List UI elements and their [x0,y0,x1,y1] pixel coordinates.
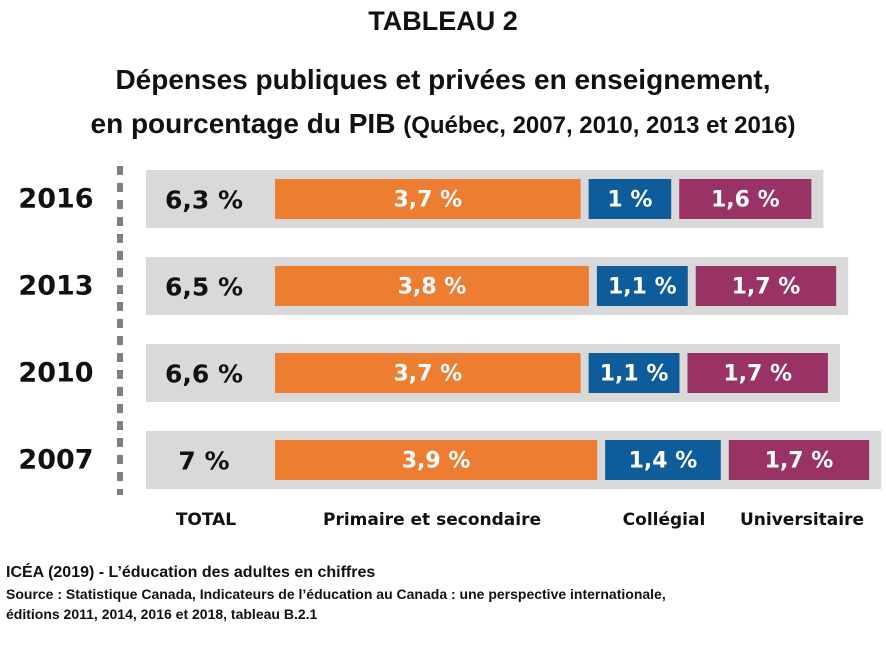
total-label-2013: 6,5 % [165,273,243,302]
bar-label-universitaire-2010: 1,7 % [723,362,792,387]
bar-label-collegial-2010: 1,1 % [600,362,669,387]
category-label-2010: 2010 [18,358,93,389]
footer-source: Source : Statistique Canada, Indicateurs… [6,586,666,602]
column-header-total: TOTAL [176,510,236,530]
title-line-1: Dépenses publiques et privées en enseign… [115,64,771,95]
column-header-primaire: Primaire et secondaire [323,510,541,530]
bar-collegial-2016 [588,179,672,219]
bar-collegial-2013 [596,266,688,306]
column-header-universitaire: Universitaire [740,510,864,530]
category-label-2007: 2007 [18,445,93,476]
title-line-2-main: en pourcentage du PIB [90,108,396,139]
bar-universitaire-2013 [695,266,837,306]
category-label-2013: 2013 [18,271,93,302]
total-label-2007: 7 % [178,447,229,476]
bar-label-universitaire-2007: 1,7 % [765,449,834,474]
title-line-2: en pourcentage du PIB (Québec, 2007, 201… [0,102,886,148]
chart-title: Dépenses publiques et privées en enseign… [0,58,886,148]
bar-label-universitaire-2016: 1,6 % [711,188,780,213]
bar-universitaire-2010 [687,353,828,393]
bar-collegial-2007 [605,440,721,480]
tableau-label: TABLEAU 2 [368,6,518,36]
bar-primaire-2016 [275,179,581,219]
bar-universitaire-2016 [679,179,812,219]
bar-universitaire-2007 [728,440,870,480]
category-label-2016: 2016 [18,184,93,215]
chart-subtitle: (Québec, 2007, 2010, 2013 et 2016) [403,112,796,139]
bar-label-primaire-2016: 3,7 % [393,188,462,213]
footer-source-editions: éditions 2011, 2014, 2016 et 2018, table… [6,606,318,622]
total-label-2010: 6,6 % [165,360,243,389]
bar-label-collegial-2007: 1,4 % [629,449,698,474]
footer-credit: ICÉA (2019) - L’éducation des adultes en… [6,564,376,581]
bar-primaire-2010 [275,353,581,393]
bar-collegial-2010 [588,353,680,393]
bar-primaire-2013 [275,266,589,306]
bar-label-primaire-2013: 3,8 % [398,275,467,300]
total-label-2016: 6,3 % [165,186,243,215]
bar-label-primaire-2010: 3,7 % [393,362,462,387]
column-header-collegial: Collégial [623,510,706,530]
bar-primaire-2007 [275,440,598,480]
bar-label-universitaire-2013: 1,7 % [732,275,801,300]
stacked-bar-chart: 2016 6,3 % 3,7 % 1 % 1,6 % 2013 6,5 % 3,8 % 1,1 … [18,166,882,530]
bar-label-collegial-2016: 1 % [607,188,652,213]
bar-label-collegial-2013: 1,1 % [608,275,677,300]
bar-label-primaire-2007: 3,9 % [402,449,471,474]
footer: ICÉA (2019) - L’éducation des adultes en… [6,562,666,624]
